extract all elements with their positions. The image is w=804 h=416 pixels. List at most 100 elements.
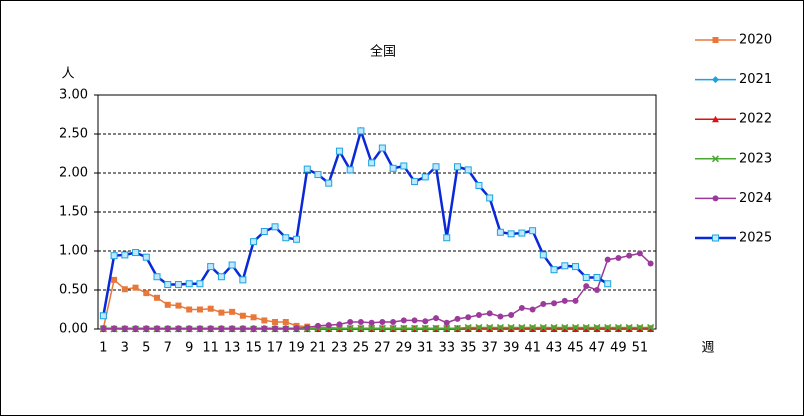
marker: [175, 302, 182, 309]
marker: [186, 306, 193, 313]
marker: [346, 324, 354, 332]
legend-label: 2024: [739, 191, 772, 206]
marker: [486, 194, 494, 202]
marker: [272, 325, 279, 332]
x-tick-label: 51: [632, 341, 649, 356]
marker: [111, 276, 118, 283]
marker: [529, 323, 537, 331]
marker: [614, 323, 622, 331]
x-tick-label: 37: [481, 341, 498, 356]
marker: [325, 179, 333, 187]
marker: [218, 309, 225, 316]
marker: [432, 163, 440, 171]
marker: [625, 325, 633, 332]
marker: [121, 325, 128, 332]
marker: [347, 318, 354, 325]
marker: [185, 280, 193, 288]
marker: [475, 181, 483, 189]
marker: [421, 324, 429, 332]
x-tick-label: 17: [267, 341, 284, 356]
marker: [593, 274, 601, 282]
marker: [325, 322, 332, 329]
marker: [647, 325, 655, 332]
marker: [496, 325, 504, 332]
marker: [378, 324, 386, 332]
series-line: [103, 326, 651, 330]
marker: [421, 173, 429, 181]
marker: [496, 323, 504, 331]
legend-marker: [712, 115, 719, 123]
x-tick-label: 5: [142, 341, 150, 356]
marker: [571, 323, 580, 331]
marker: [229, 325, 236, 332]
marker: [379, 318, 386, 325]
marker: [550, 266, 558, 274]
marker: [518, 229, 526, 237]
y-tick-label: 1.00: [59, 244, 88, 259]
marker: [207, 305, 214, 312]
marker: [142, 253, 150, 261]
marker: [293, 235, 301, 243]
marker: [432, 324, 440, 332]
legend-label: 2021: [739, 72, 772, 87]
legend-marker: [712, 76, 719, 84]
marker: [272, 318, 279, 325]
marker: [303, 165, 311, 173]
marker: [250, 325, 257, 332]
marker: [636, 325, 644, 332]
marker: [100, 325, 107, 332]
legend-marker: [712, 234, 719, 242]
marker: [218, 325, 225, 332]
marker: [293, 325, 300, 332]
marker: [174, 281, 182, 289]
x-tick-label: 25: [353, 341, 370, 356]
legend-marker: [712, 195, 719, 202]
x-tick-label: 1: [99, 341, 107, 356]
marker: [561, 297, 568, 304]
marker: [497, 313, 504, 320]
marker: [132, 249, 140, 257]
x-tick-label: 21: [310, 341, 327, 356]
y-tick-label: 0.00: [59, 322, 88, 337]
marker: [261, 325, 268, 332]
marker: [239, 276, 247, 284]
marker: [486, 325, 494, 332]
marker: [593, 323, 601, 331]
marker: [411, 178, 419, 186]
marker: [422, 318, 429, 325]
marker: [582, 323, 590, 331]
y-axis-label: 人: [61, 67, 74, 82]
marker: [196, 280, 204, 288]
marker: [411, 317, 418, 324]
x-tick-label: 41: [524, 341, 541, 356]
marker: [636, 323, 644, 331]
x-axis-label: 週: [701, 341, 714, 356]
marker: [357, 324, 365, 332]
marker: [475, 311, 482, 318]
marker: [260, 228, 268, 235]
y-tick-label: 2.00: [59, 166, 88, 181]
marker: [228, 261, 236, 269]
marker: [550, 325, 558, 332]
y-tick-label: 2.50: [59, 127, 88, 142]
marker: [304, 324, 311, 331]
marker: [196, 306, 203, 313]
marker: [582, 325, 590, 332]
marker: [593, 287, 600, 293]
marker: [132, 284, 139, 291]
legend-label: 2020: [739, 33, 772, 48]
y-tick-label: 0.50: [59, 283, 88, 298]
marker: [593, 325, 601, 332]
marker: [110, 252, 118, 260]
marker: [368, 324, 376, 332]
marker: [390, 318, 397, 325]
marker: [550, 323, 558, 331]
marker: [164, 281, 172, 289]
marker: [604, 280, 612, 288]
plot-area: [98, 95, 656, 329]
marker: [529, 306, 536, 313]
marker: [411, 324, 419, 332]
marker: [507, 323, 515, 331]
marker: [314, 322, 321, 329]
